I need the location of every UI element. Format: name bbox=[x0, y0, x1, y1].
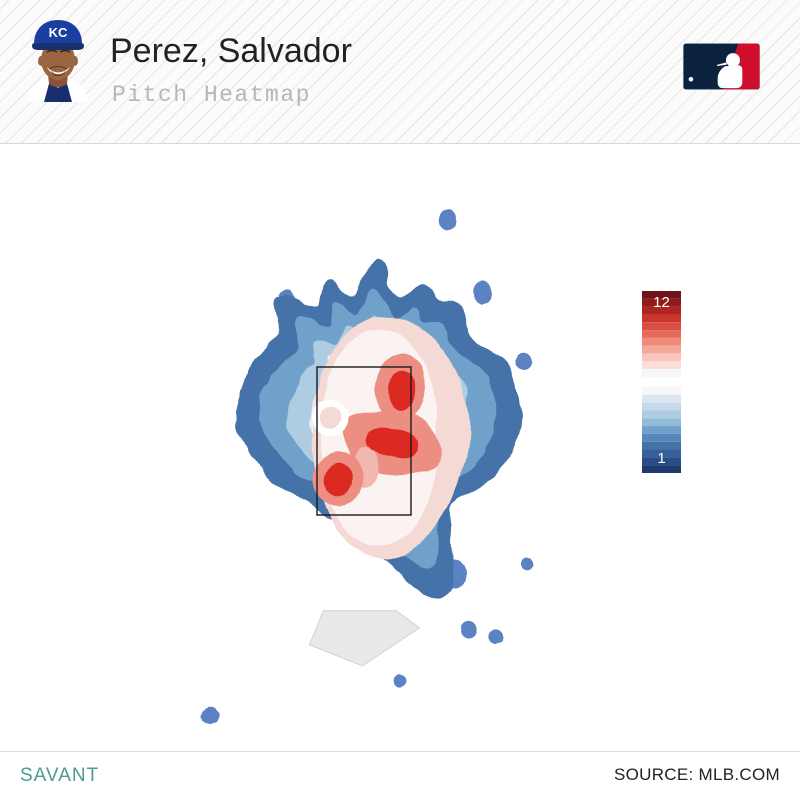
svg-text:KC: KC bbox=[49, 25, 68, 40]
svg-text:12: 12 bbox=[653, 294, 670, 311]
svg-text:1: 1 bbox=[657, 450, 665, 467]
